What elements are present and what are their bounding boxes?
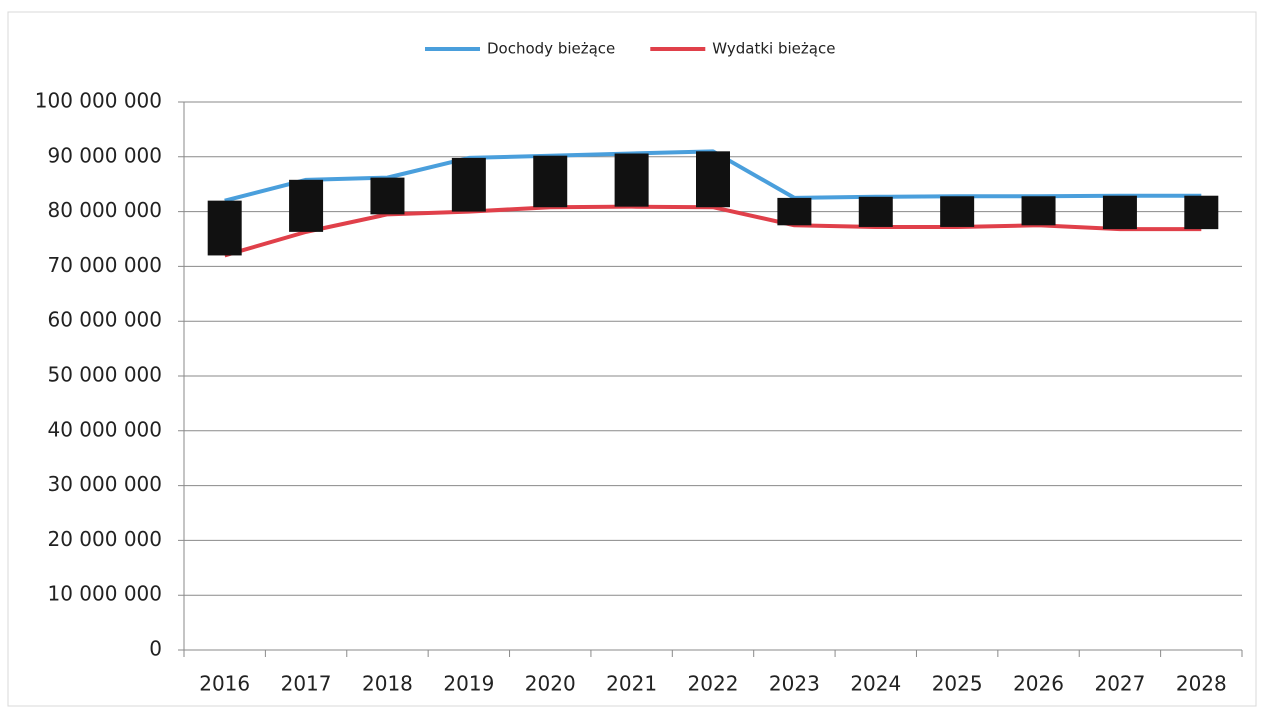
y-tick-label: 20 000 000 (47, 527, 162, 551)
up-down-bar (696, 151, 730, 208)
x-tick-label: 2026 (1013, 672, 1064, 696)
y-tick-label: 80 000 000 (47, 198, 162, 222)
y-tick-label: 10 000 000 (47, 582, 162, 606)
x-tick-label: 2022 (688, 672, 739, 696)
x-tick-label: 2024 (850, 672, 901, 696)
up-down-bar (1021, 196, 1056, 226)
x-tick-label: 2023 (769, 672, 820, 696)
chart-frame (7, 11, 1257, 707)
up-down-bar (533, 155, 568, 208)
up-down-bar (614, 153, 649, 207)
x-tick-label: 2027 (1094, 672, 1145, 696)
x-tick-label: 2028 (1176, 672, 1227, 696)
up-down-bar (1102, 195, 1137, 230)
up-down-bar (451, 157, 486, 212)
up-down-bar (1184, 195, 1219, 230)
up-down-bar (858, 196, 893, 227)
y-tick-label: 40 000 000 (47, 417, 162, 441)
up-down-bar (289, 179, 324, 232)
y-tick-label: 90 000 000 (47, 143, 162, 167)
x-tick-label: 2025 (932, 672, 983, 696)
up-down-bar (940, 196, 975, 227)
up-down-bar (207, 200, 242, 256)
x-tick-label: 2019 (443, 672, 494, 696)
x-tick-label: 2020 (525, 672, 576, 696)
legend-label: Dochody bieżące (487, 40, 615, 58)
x-tick-label: 2018 (362, 672, 413, 696)
up-down-bar (370, 177, 405, 215)
y-tick-label: 0 (149, 637, 162, 661)
x-tick-label: 2016 (199, 672, 250, 696)
y-tick-label: 100 000 000 (35, 89, 162, 113)
y-tick-label: 60 000 000 (47, 308, 162, 332)
x-tick-label: 2017 (281, 672, 332, 696)
y-tick-label: 50 000 000 (47, 363, 162, 387)
y-tick-label: 70 000 000 (47, 253, 162, 277)
up-down-bar (777, 197, 812, 226)
x-tick-label: 2021 (606, 672, 657, 696)
y-tick-label: 30 000 000 (47, 472, 162, 496)
legend-label: Wydatki bieżące (712, 40, 835, 58)
